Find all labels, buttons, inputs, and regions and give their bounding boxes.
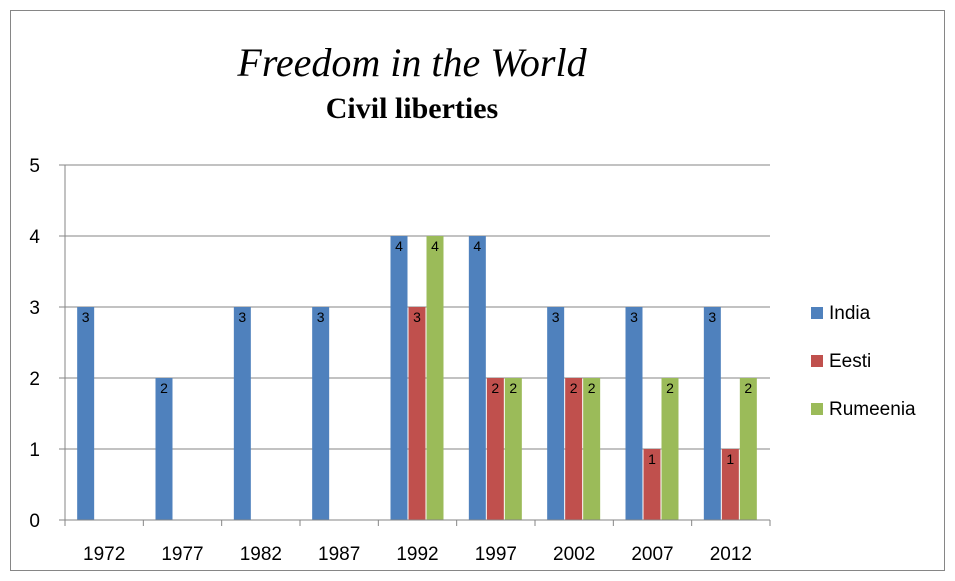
- x-tick-label-1992: 1992: [396, 544, 438, 565]
- bar-rumeenia-1992: [426, 236, 444, 520]
- bar-india-2007: [625, 307, 643, 520]
- data-label-india-1987: 3: [317, 309, 325, 325]
- x-tick-label-1997: 1997: [475, 544, 517, 565]
- bar-rumeenia-1997: [504, 378, 522, 520]
- x-tick-label-1982: 1982: [240, 544, 282, 565]
- legend-item-rumeenia: Rumeenia: [811, 399, 916, 420]
- x-tick-label-1977: 1977: [161, 544, 203, 565]
- legend-item-eesti: Eesti: [811, 351, 871, 372]
- data-label-rumeenia-1992: 4: [431, 238, 439, 254]
- chart-subtitle: Civil liberties: [326, 92, 498, 125]
- bar-india-1992: [390, 236, 408, 520]
- y-tick-label-1: 1: [29, 440, 40, 461]
- y-tick-label-5: 5: [29, 156, 40, 177]
- bar-eesti-1997: [486, 378, 504, 520]
- y-tick-label-3: 3: [29, 298, 40, 319]
- bar-rumeenia-2002: [583, 378, 601, 520]
- bar-eesti-2002: [565, 378, 583, 520]
- x-tick-label-2012: 2012: [710, 544, 752, 565]
- legend-swatch-india: [811, 307, 823, 319]
- data-label-eesti-2012: 1: [726, 451, 734, 467]
- legend-label-india: India: [829, 303, 871, 324]
- x-tick-label-2007: 2007: [631, 544, 673, 565]
- data-label-india-1977: 2: [160, 380, 168, 396]
- data-label-rumeenia-1997: 2: [509, 380, 517, 396]
- data-label-india-2007: 3: [630, 309, 638, 325]
- data-label-eesti-1992: 3: [413, 309, 421, 325]
- data-label-india-2002: 3: [552, 309, 560, 325]
- y-tick-label-4: 4: [29, 227, 40, 248]
- x-tick-label-1987: 1987: [318, 544, 360, 565]
- data-label-india-1972: 3: [82, 309, 90, 325]
- legend-label-rumeenia: Rumeenia: [829, 399, 916, 420]
- data-label-eesti-2007: 1: [648, 451, 656, 467]
- bar-india-1982: [233, 307, 251, 520]
- bar-india-1972: [77, 307, 95, 520]
- data-label-rumeenia-2002: 2: [588, 380, 596, 396]
- legend-swatch-eesti: [811, 355, 823, 367]
- data-label-india-1982: 3: [238, 309, 246, 325]
- x-tick-label-2002: 2002: [553, 544, 595, 565]
- bar-rumeenia-2012: [739, 378, 757, 520]
- y-tick-label-0: 0: [29, 511, 40, 532]
- data-label-india-1992: 4: [395, 238, 403, 254]
- bar-india-1987: [312, 307, 330, 520]
- bar-eesti-2007: [643, 449, 661, 520]
- bar-eesti-1992: [408, 307, 426, 520]
- chart-title: Freedom in the World: [236, 40, 587, 85]
- data-label-india-1997: 4: [473, 238, 481, 254]
- data-label-rumeenia-2012: 2: [744, 380, 752, 396]
- bar-india-2002: [547, 307, 565, 520]
- y-tick-label-2: 2: [29, 369, 40, 390]
- bar-india-1997: [468, 236, 486, 520]
- legend-item-india: India: [811, 303, 871, 324]
- data-label-india-2012: 3: [708, 309, 716, 325]
- bar-india-2012: [703, 307, 721, 520]
- data-label-eesti-2002: 2: [570, 380, 578, 396]
- legend-label-eesti: Eesti: [829, 351, 871, 372]
- bar-india-1977: [155, 378, 173, 520]
- legend-swatch-rumeenia: [811, 403, 823, 415]
- bar-eesti-2012: [721, 449, 739, 520]
- data-label-eesti-1997: 2: [491, 380, 499, 396]
- data-label-rumeenia-2007: 2: [666, 380, 674, 396]
- x-tick-label-1972: 1972: [83, 544, 125, 565]
- bar-rumeenia-2007: [661, 378, 679, 520]
